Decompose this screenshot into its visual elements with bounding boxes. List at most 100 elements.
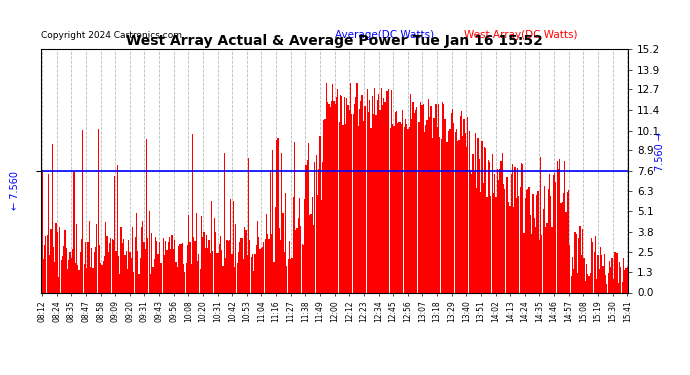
Bar: [157, 254, 159, 292]
Bar: [611, 258, 613, 292]
Bar: [391, 90, 392, 292]
Bar: [109, 243, 110, 292]
Bar: [393, 126, 395, 292]
Bar: [337, 89, 338, 292]
Bar: [239, 242, 240, 292]
Bar: [590, 273, 591, 292]
Bar: [568, 190, 569, 292]
Bar: [150, 274, 151, 292]
Bar: [359, 109, 360, 292]
Bar: [581, 255, 582, 292]
Bar: [408, 127, 410, 292]
Bar: [132, 227, 133, 292]
Bar: [294, 142, 295, 292]
Bar: [511, 174, 512, 292]
Bar: [216, 253, 217, 292]
Bar: [423, 104, 424, 292]
Bar: [584, 280, 586, 292]
Bar: [117, 165, 118, 292]
Bar: [267, 234, 268, 292]
Bar: [126, 251, 127, 292]
Bar: [365, 106, 366, 292]
Bar: [258, 237, 259, 292]
Bar: [536, 195, 538, 292]
Bar: [372, 96, 373, 292]
Bar: [133, 272, 135, 292]
Bar: [115, 251, 117, 292]
Bar: [462, 136, 464, 292]
Bar: [155, 237, 156, 292]
Bar: [373, 114, 374, 292]
Bar: [231, 255, 233, 292]
Bar: [335, 104, 336, 292]
Bar: [119, 274, 121, 292]
Bar: [281, 153, 282, 292]
Bar: [165, 241, 166, 292]
Bar: [529, 188, 530, 292]
Bar: [332, 84, 333, 292]
Bar: [202, 237, 204, 292]
Bar: [49, 255, 50, 292]
Bar: [601, 255, 602, 292]
Bar: [141, 227, 142, 292]
Bar: [466, 147, 467, 292]
Bar: [215, 232, 216, 292]
Bar: [233, 201, 234, 292]
Bar: [271, 234, 272, 292]
Bar: [517, 168, 518, 292]
Bar: [318, 169, 319, 292]
Bar: [187, 245, 188, 292]
Bar: [154, 258, 155, 292]
Bar: [241, 238, 243, 292]
Bar: [382, 105, 383, 292]
Bar: [44, 245, 45, 292]
Bar: [308, 143, 309, 292]
Bar: [195, 241, 196, 292]
Bar: [518, 196, 520, 292]
Bar: [448, 130, 449, 292]
Bar: [86, 267, 87, 292]
Bar: [208, 240, 210, 292]
Bar: [596, 279, 598, 292]
Bar: [475, 133, 476, 292]
Bar: [392, 124, 393, 292]
Bar: [286, 266, 288, 292]
Bar: [304, 200, 305, 292]
Bar: [362, 95, 363, 292]
Text: Average(DC Watts): Average(DC Watts): [335, 30, 434, 40]
Bar: [221, 250, 222, 292]
Bar: [198, 254, 199, 292]
Bar: [183, 264, 184, 292]
Bar: [67, 269, 68, 292]
Bar: [59, 227, 61, 292]
Bar: [276, 140, 277, 292]
Bar: [299, 198, 300, 292]
Bar: [128, 240, 129, 292]
Bar: [106, 236, 108, 292]
Bar: [564, 161, 565, 292]
Bar: [586, 264, 587, 292]
Bar: [526, 190, 527, 292]
Text: ← 7.560: ← 7.560: [10, 171, 20, 210]
Bar: [573, 269, 574, 292]
Bar: [452, 109, 453, 292]
Bar: [135, 237, 136, 292]
Bar: [521, 164, 522, 292]
Title: West Array Actual & Average Power Tue Jan 16 15:52: West Array Actual & Average Power Tue Ja…: [126, 34, 543, 48]
Bar: [186, 263, 187, 292]
Bar: [460, 116, 461, 292]
Bar: [170, 249, 171, 292]
Bar: [164, 255, 165, 292]
Bar: [504, 189, 506, 292]
Bar: [68, 261, 70, 292]
Bar: [467, 117, 469, 292]
Bar: [317, 195, 318, 292]
Bar: [257, 221, 258, 292]
Bar: [599, 269, 600, 292]
Bar: [179, 244, 180, 292]
Bar: [306, 160, 308, 292]
Bar: [351, 114, 353, 292]
Bar: [139, 258, 141, 292]
Bar: [500, 160, 502, 292]
Bar: [559, 159, 560, 292]
